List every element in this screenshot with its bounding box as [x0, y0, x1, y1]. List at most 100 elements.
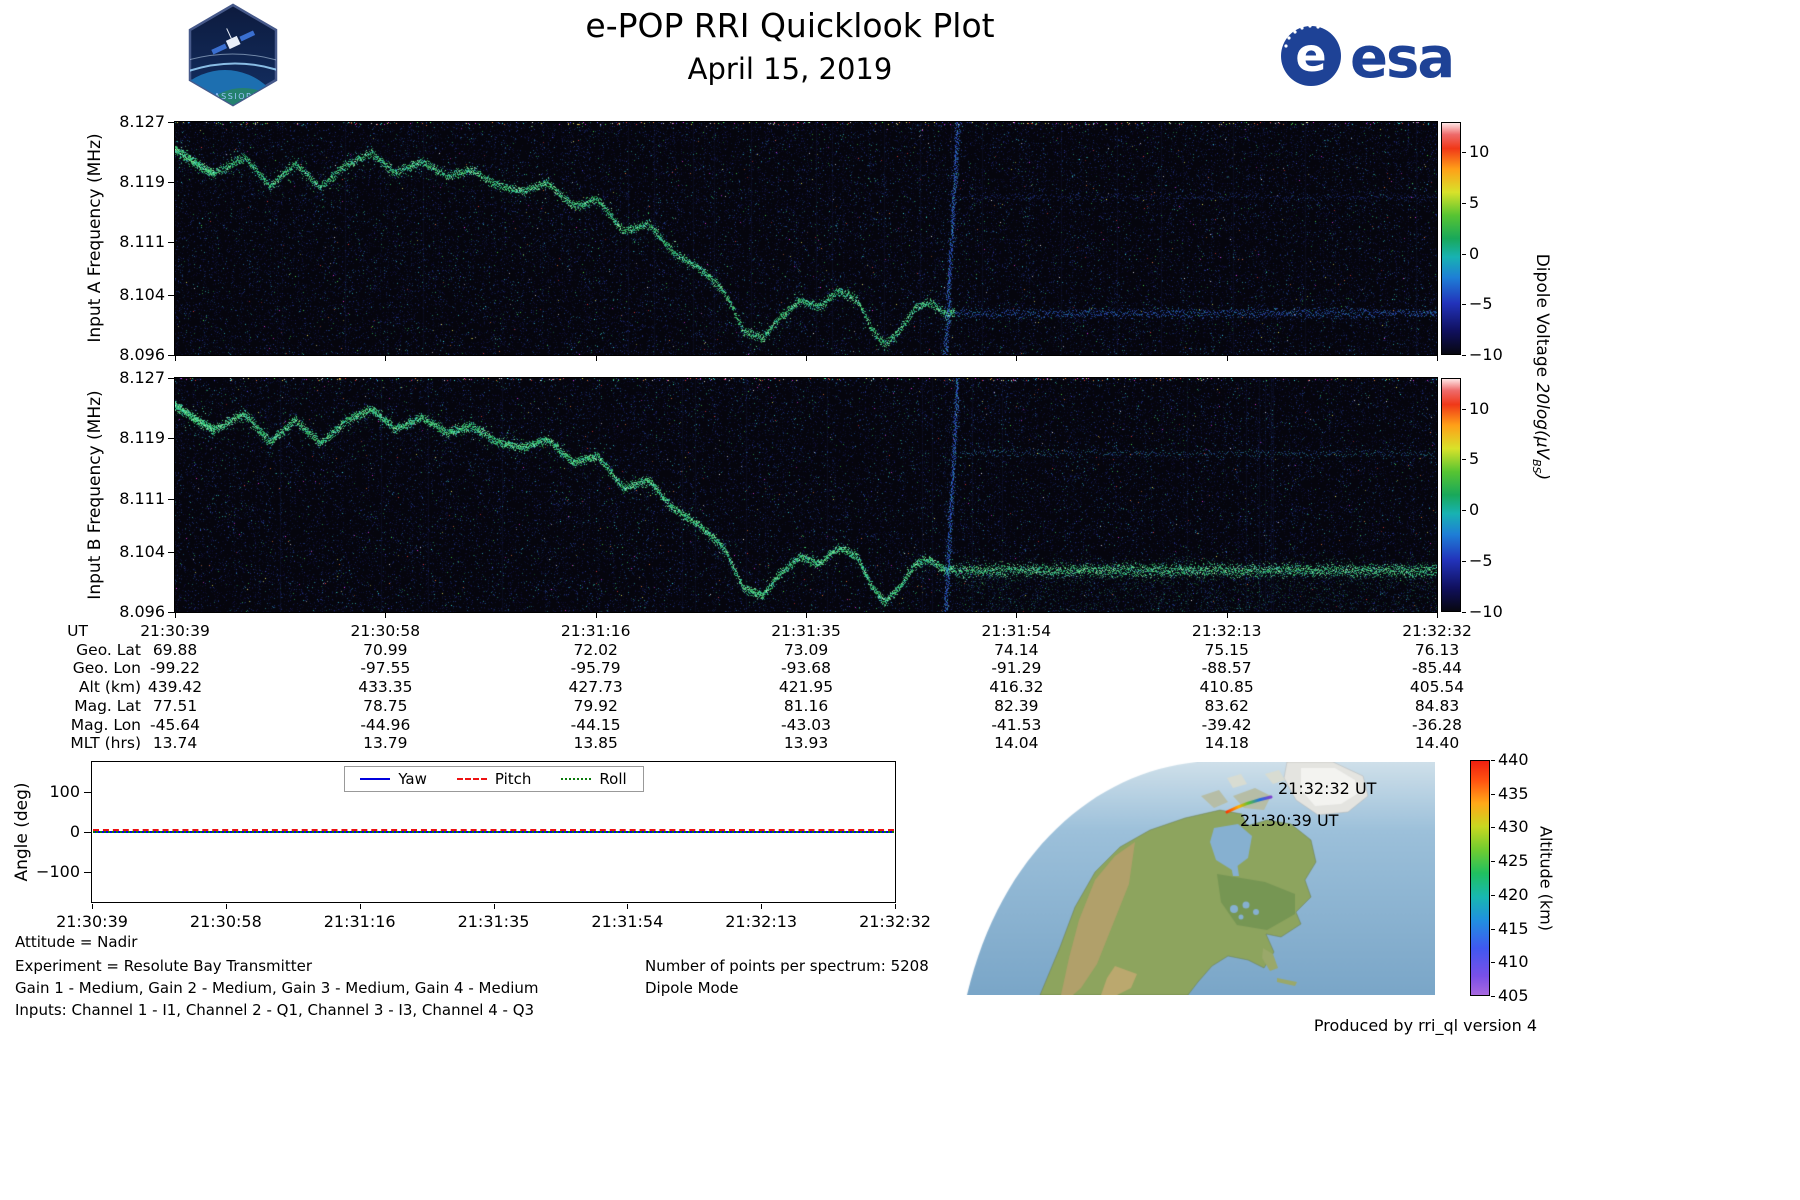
angle-ytick-mark — [84, 792, 91, 793]
freq-tick-mark — [168, 182, 175, 184]
ephemeris-value: 76.13 — [1414, 640, 1460, 659]
time-tick-mark — [175, 356, 176, 361]
roll-line-sample-icon — [561, 778, 592, 780]
ephemeris-value: -36.28 — [1412, 715, 1462, 734]
ephemeris-value: 84.83 — [1414, 696, 1460, 715]
angle-xtick-label: 21:30:39 — [56, 912, 128, 931]
points-per-spectrum-note: Number of points per spectrum: 5208 — [645, 957, 929, 975]
dipole-colorbar-a-tick-mark — [1462, 355, 1466, 356]
ephemeris-value: 421.95 — [778, 678, 834, 697]
dipole-colorbar-b-tick-label: 0 — [1469, 500, 1480, 520]
altitude-colorbar-tick-mark — [1491, 996, 1495, 997]
dipole-colorbar-a-tick-mark — [1462, 253, 1466, 255]
ephemeris-value: 78.75 — [363, 696, 408, 715]
dipole-colorbar-b-tick-mark — [1462, 561, 1466, 563]
time-tick-mark — [806, 356, 807, 361]
ephemeris-row-label: Mag. Lat — [74, 696, 141, 715]
altitude-colorbar-tick-mark — [1491, 861, 1495, 863]
ephemeris-row-label: UT — [67, 622, 88, 640]
ephemeris-row-label: Alt (km) — [78, 678, 141, 697]
esa-globe-icon — [1281, 26, 1341, 86]
ephemeris-value: 405.54 — [1409, 678, 1465, 697]
cassiope-mission-logo: CASSIOPE — [188, 3, 278, 107]
angle-xtick-mark — [895, 904, 896, 909]
dipole-colorbar-b-tick-mark — [1462, 510, 1466, 512]
dipole-colorbar-b-tick-label: 5 — [1469, 449, 1480, 469]
time-tick-mark — [595, 613, 597, 618]
dipole-colorbar-a — [1441, 122, 1461, 355]
plot-date: April 15, 2019 — [687, 52, 893, 86]
pitch-line-sample-icon — [456, 778, 487, 780]
map-track-start-time-label: 21:30:39 UT — [1240, 811, 1339, 830]
altitude-colorbar-tick-label: 440 — [1498, 750, 1529, 769]
freq-tick-mark — [168, 355, 175, 356]
ephemeris-value: 427.73 — [568, 678, 623, 697]
ephemeris-value: 21:32:32 — [1402, 622, 1472, 640]
freq-tick-label: 8.127 — [119, 368, 165, 387]
angle-ytick-mark — [84, 832, 91, 833]
altitude-colorbar-tick-label: 420 — [1498, 884, 1529, 904]
angle-xtick-label: 21:30:58 — [189, 912, 262, 931]
dipole-colorbar-a-tick-label: −10 — [1469, 345, 1503, 364]
angle-xtick-label: 21:31:16 — [323, 912, 396, 931]
ephemeris-value: 13.85 — [573, 734, 618, 753]
ephemeris-value: 13.74 — [152, 734, 198, 753]
ephemeris-value: -91.29 — [991, 659, 1042, 678]
freq-tick-mark — [168, 294, 175, 296]
legend-item-pitch: Pitch — [456, 770, 531, 788]
ephemeris-value: 13.93 — [783, 734, 829, 753]
freq-tick-mark — [168, 498, 175, 500]
freq-tick-label: 8.104 — [119, 284, 165, 304]
ephemeris-value: 13.79 — [363, 734, 408, 753]
freq-tick-mark — [168, 551, 175, 553]
time-tick-mark — [175, 613, 176, 618]
experiment-note: Experiment = Resolute Bay Transmitter — [15, 957, 312, 975]
angle-xtick-mark — [761, 904, 763, 909]
ephemeris-value: 69.88 — [152, 640, 198, 659]
dipole-colorbar-label: Dipole Voltage 20log(μVBS) — [1530, 167, 1552, 567]
altitude-colorbar-tick-label: 405 — [1498, 986, 1529, 1005]
time-tick-mark — [385, 613, 387, 618]
ephemeris-value: 439.42 — [147, 678, 203, 697]
esa-wordmark: esa — [1350, 26, 1453, 91]
angle-ytick-label: −100 — [36, 862, 80, 881]
altitude-colorbar-tick-label: 425 — [1498, 851, 1529, 871]
time-tick-mark — [806, 613, 807, 618]
ephemeris-value: 73.09 — [783, 640, 829, 659]
time-tick-mark — [1226, 356, 1228, 361]
ephemeris-value: 21:30:39 — [140, 622, 210, 640]
time-tick-mark — [595, 356, 597, 361]
inputs-note: Inputs: Channel 1 - I1, Channel 2 - Q1, … — [15, 1001, 535, 1019]
ephemeris-value: 79.92 — [573, 696, 618, 715]
ephemeris-value: -97.55 — [360, 659, 411, 678]
freq-tick-label: 8.111 — [119, 488, 165, 508]
gain-note: Gain 1 - Medium, Gain 2 - Medium, Gain 3… — [15, 979, 539, 997]
ephemeris-row-label: Geo. Lon — [72, 659, 141, 678]
time-tick-mark — [1016, 356, 1018, 361]
map-track-end-time-label: 21:32:32 UT — [1278, 779, 1377, 798]
ephemeris-value: -85.44 — [1412, 659, 1462, 678]
freq-tick-mark — [168, 378, 175, 379]
plot-title: e-POP RRI Quicklook Plot — [585, 6, 995, 45]
ephemeris-value: 21:31:35 — [771, 622, 841, 640]
freq-tick-label: 8.119 — [119, 172, 165, 192]
dipole-colorbar-b-tick-mark — [1462, 612, 1466, 613]
ephemeris-value: 70.99 — [363, 640, 408, 659]
yaw-line-sample-icon — [360, 778, 391, 780]
freq-tick-label: 8.096 — [119, 345, 165, 364]
angle-xtick-mark — [92, 904, 93, 909]
time-tick-mark — [385, 356, 387, 361]
dipole-colorbar-a-tick-label: −5 — [1469, 294, 1493, 314]
ephemeris-value: 72.02 — [573, 640, 618, 659]
angle-xtick-mark — [359, 904, 361, 909]
ephemeris-value: -88.57 — [1201, 659, 1252, 678]
altitude-colorbar-tick-mark — [1491, 928, 1495, 930]
ephemeris-value: 81.16 — [783, 696, 829, 715]
ground-track-map-canvas — [965, 762, 1435, 995]
angle-xtick-label: 21:32:32 — [859, 912, 931, 931]
angle-series-line-roll — [93, 830, 894, 833]
freq-tick-label: 8.111 — [119, 232, 165, 252]
ephemeris-row-label: Geo. Lat — [76, 640, 141, 659]
freq-tick-mark — [168, 438, 175, 440]
freq-tick-mark — [168, 242, 175, 244]
